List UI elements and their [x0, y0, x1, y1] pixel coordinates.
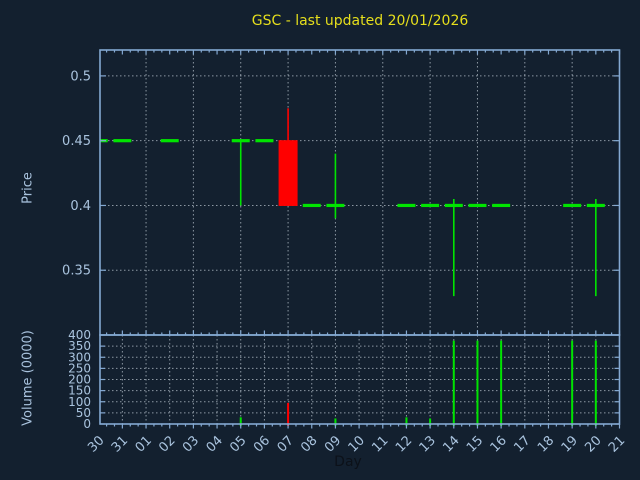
svg-text:400: 400 [68, 328, 91, 342]
svg-text:19: 19 [559, 433, 581, 455]
svg-text:0.35: 0.35 [62, 264, 91, 279]
svg-text:50: 50 [76, 406, 91, 420]
svg-text:10: 10 [346, 433, 368, 455]
svg-text:04: 04 [204, 433, 226, 455]
svg-text:03: 03 [180, 433, 202, 455]
price-axis-title: Price [20, 172, 36, 204]
svg-text:09: 09 [322, 433, 344, 455]
volume-axis-title: Volume (0000) [20, 330, 36, 426]
svg-text:0.45: 0.45 [62, 134, 91, 149]
svg-text:16: 16 [488, 433, 510, 455]
chart-title: GSC - last updated 20/01/2026 [251, 13, 469, 29]
svg-text:15: 15 [464, 433, 486, 455]
svg-text:08: 08 [298, 433, 320, 455]
svg-text:07: 07 [275, 433, 297, 455]
svg-text:13: 13 [417, 433, 439, 455]
svg-text:30: 30 [85, 433, 107, 455]
svg-text:150: 150 [68, 384, 91, 398]
svg-text:200: 200 [68, 373, 91, 387]
svg-text:31: 31 [109, 433, 131, 455]
svg-text:250: 250 [68, 361, 91, 375]
svg-text:350: 350 [68, 339, 91, 353]
svg-text:18: 18 [535, 433, 557, 455]
svg-text:20: 20 [582, 433, 604, 455]
svg-text:02: 02 [156, 433, 178, 455]
svg-text:11: 11 [369, 433, 391, 455]
svg-text:05: 05 [227, 433, 249, 455]
svg-text:0.4: 0.4 [70, 199, 91, 214]
svg-text:12: 12 [393, 433, 415, 455]
svg-text:0.5: 0.5 [70, 69, 91, 84]
svg-text:17: 17 [511, 433, 533, 455]
svg-text:300: 300 [68, 350, 91, 364]
svg-text:21: 21 [606, 433, 628, 455]
svg-text:0: 0 [83, 417, 91, 431]
svg-text:01: 01 [133, 433, 155, 455]
svg-text:100: 100 [68, 395, 91, 409]
x-axis-title: Day [334, 454, 362, 470]
svg-text:06: 06 [251, 433, 273, 455]
svg-text:14: 14 [440, 433, 462, 455]
